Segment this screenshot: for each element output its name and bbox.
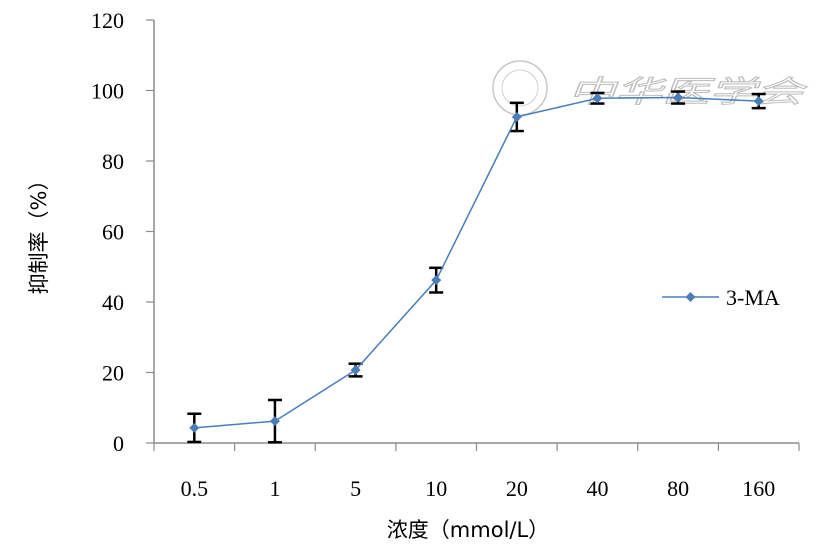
watermark-seal bbox=[492, 60, 548, 116]
data-point bbox=[269, 416, 280, 427]
x-tick-labels: 0.5 1 5 10 20 40 80 160 bbox=[181, 476, 776, 501]
data-point bbox=[431, 275, 442, 286]
y-tick-label: 40 bbox=[102, 290, 124, 315]
y-tick-label: 120 bbox=[91, 8, 124, 33]
series-3-ma bbox=[189, 92, 764, 433]
x-tick-label: 40 bbox=[586, 476, 608, 501]
legend-label: 3-MA bbox=[726, 285, 780, 310]
watermark: 中华医学会 bbox=[492, 60, 808, 116]
x-tick-label: 1 bbox=[269, 476, 280, 501]
y-axis-title: 抑制率（%） bbox=[27, 170, 51, 295]
x-tick-label: 160 bbox=[742, 476, 775, 501]
series-line bbox=[194, 96, 759, 429]
axes bbox=[146, 19, 800, 451]
data-point bbox=[350, 365, 361, 376]
y-tick-label: 60 bbox=[102, 220, 124, 245]
data-point bbox=[189, 422, 200, 433]
y-tick-label: 0 bbox=[113, 431, 124, 456]
error-bars bbox=[187, 90, 766, 444]
data-point bbox=[592, 93, 603, 104]
x-axis-title: 浓度（mmol/L） bbox=[387, 518, 549, 542]
legend-marker bbox=[685, 292, 696, 302]
x-tick-label: 80 bbox=[667, 476, 689, 501]
y-tick-labels: 0 20 40 60 80 100 120 bbox=[91, 8, 124, 456]
y-tick-label: 20 bbox=[102, 361, 124, 386]
x-tick-label: 5 bbox=[350, 476, 361, 501]
legend: 3-MA bbox=[662, 285, 780, 310]
data-point bbox=[753, 96, 764, 107]
data-point bbox=[511, 111, 522, 122]
y-tick-label: 100 bbox=[91, 79, 124, 104]
y-tick-label: 80 bbox=[102, 149, 124, 174]
x-tick-label: 20 bbox=[506, 476, 528, 501]
x-tick-label: 0.5 bbox=[181, 476, 209, 501]
x-tick-label: 10 bbox=[425, 476, 447, 501]
watermark-seal-inner bbox=[501, 69, 539, 107]
data-point bbox=[673, 92, 684, 103]
watermark-text: 中华医学会 bbox=[568, 75, 808, 110]
